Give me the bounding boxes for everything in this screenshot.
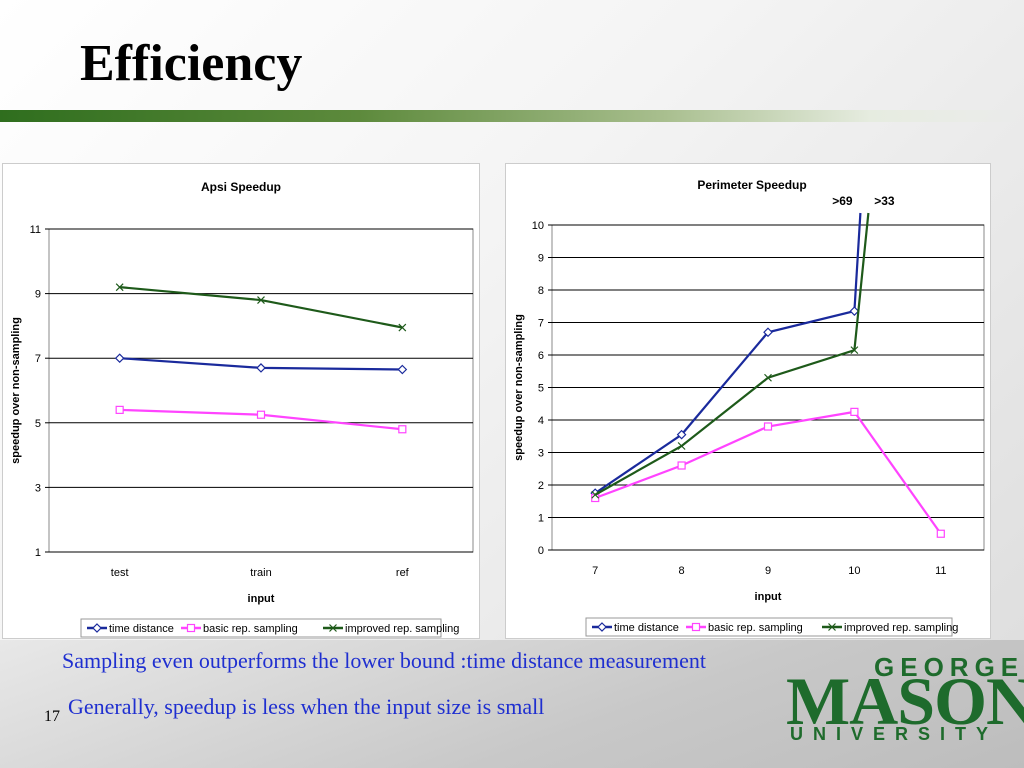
- y-axis-label: speedup over non-sampling: [513, 314, 525, 461]
- data-point-marker: [676, 429, 687, 440]
- perimeter-speedup-chart: Perimeter Speedup 0 1 2 3 4 5 6 7 8 9 10 7 8 9 10 11 inpu…: [505, 163, 991, 639]
- george-mason-logo: MASON GEORGE UNIVERSITY: [782, 640, 1024, 760]
- y-tick-label: 5: [35, 418, 41, 430]
- y-tick-label: 9: [35, 289, 41, 301]
- legend-label: time distance: [109, 623, 174, 635]
- x-tick-label: 11: [935, 565, 946, 577]
- data-point-marker: [936, 529, 945, 538]
- title-underline-bar: [0, 110, 1024, 122]
- legend-box: [80, 618, 442, 638]
- legend-marker: [329, 624, 337, 632]
- x-tick-label: 8: [679, 565, 685, 577]
- legend-marker: [597, 622, 607, 632]
- y-tick-label: 7: [538, 318, 544, 330]
- y-axis-label: speedup over non-sampling: [10, 317, 22, 464]
- legend-marker: [691, 622, 701, 632]
- data-point-marker: [850, 407, 859, 416]
- data-point-marker: [398, 425, 407, 434]
- page-number: 17: [44, 708, 60, 725]
- y-tick-label: 1: [538, 513, 544, 525]
- legend-marker: [186, 623, 196, 633]
- chart-title: Apsi Speedup: [201, 180, 281, 194]
- data-point-marker: [677, 461, 686, 470]
- x-tick-label: test: [111, 567, 129, 579]
- y-tick-label: 3: [538, 448, 544, 460]
- data-point-marker: [764, 373, 772, 382]
- data-point-marker: [763, 422, 773, 431]
- logo-george: GEORGE: [874, 652, 1024, 682]
- offscale-annotation: >33: [874, 194, 895, 208]
- y-tick-label: 9: [538, 253, 544, 265]
- data-point-marker: [850, 346, 859, 355]
- legend-label: improved rep. sampling: [844, 622, 958, 634]
- plot-area: [48, 228, 474, 553]
- footer-band: [0, 640, 1024, 768]
- y-tick-label: 5: [538, 383, 544, 395]
- x-tick-label: ref: [396, 567, 410, 579]
- chart-title: Perimeter Speedup: [697, 178, 806, 192]
- slide-title: Efficiency: [80, 35, 303, 92]
- y-tick-label: 0: [538, 545, 544, 557]
- legend-marker: [828, 623, 836, 631]
- perimeter-speedup-svg: Perimeter Speedup 0 1 2 3 4 5 6 7 8 9 10 7 8 9 10 11 inpu…: [513, 178, 985, 637]
- data-point-marker: [398, 323, 407, 332]
- legend-box: [585, 617, 953, 637]
- data-point-marker: [763, 327, 773, 338]
- x-tick-label: 10: [848, 565, 860, 577]
- y-tick-label: 2: [538, 480, 544, 492]
- apsi-speedup-chart: Apsi Speedup 1 3 5 7 9 11 test train ref input spee…: [2, 163, 480, 639]
- offscale-annotation: >69: [832, 194, 853, 208]
- y-tick-label: 3: [35, 482, 41, 494]
- x-tick-label: 7: [592, 565, 598, 577]
- bullet-text: Generally, speedup is less when the inpu…: [68, 694, 545, 719]
- x-tick-label: 9: [765, 565, 771, 577]
- data-point-marker: [591, 490, 600, 499]
- legend-marker: [92, 623, 102, 633]
- data-point-marker: [849, 306, 860, 316]
- logo-mason: MASON: [786, 663, 1024, 739]
- y-tick-label: 7: [35, 353, 41, 365]
- y-tick-label: 4: [538, 415, 544, 427]
- data-point-marker: [115, 405, 124, 414]
- x-tick-label: train: [250, 567, 271, 579]
- data-point-marker: [256, 410, 266, 419]
- y-tick-label: 10: [532, 220, 544, 232]
- legend-label: time distance: [614, 622, 679, 634]
- logo-university: UNIVERSITY: [790, 724, 999, 744]
- data-point-marker: [114, 353, 125, 364]
- y-tick-label: 1: [35, 547, 41, 559]
- x-axis-label: input: [755, 591, 782, 603]
- y-tick-label: 8: [538, 285, 544, 297]
- apsi-speedup-svg: Apsi Speedup 1 3 5 7 9 11 test train ref input spee…: [10, 180, 474, 638]
- y-tick-label: 11: [30, 224, 41, 236]
- data-point-marker: [257, 296, 265, 304]
- legend-label: basic rep. sampling: [203, 623, 298, 635]
- data-point-marker: [397, 364, 408, 375]
- data-point-marker: [256, 363, 266, 373]
- y-tick-label: 6: [538, 350, 544, 362]
- legend-label: basic rep. sampling: [708, 622, 803, 634]
- data-point-marker: [115, 283, 124, 292]
- series-line: [594, 212, 862, 495]
- bullet-text: Sampling even outperforms the lower boun…: [62, 648, 706, 673]
- x-axis-label: input: [248, 593, 275, 605]
- data-point-marker: [677, 442, 686, 450]
- legend-label: improved rep. sampling: [345, 623, 459, 635]
